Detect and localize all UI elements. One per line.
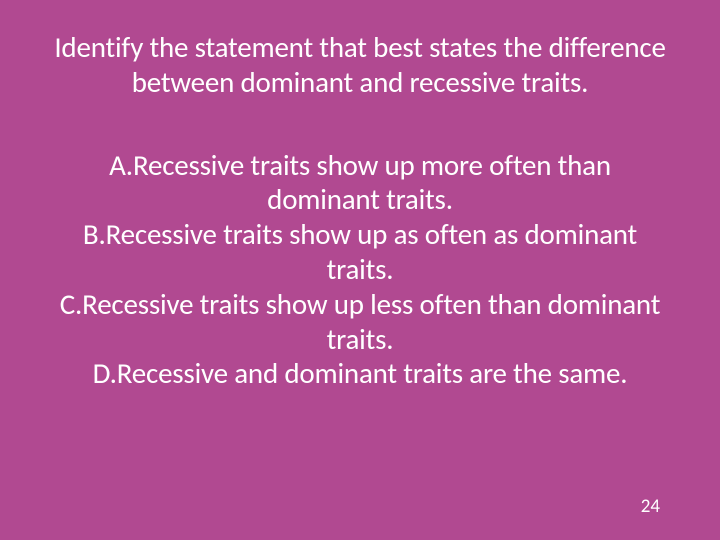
- option-c-label: C.: [60, 286, 82, 322]
- option-d-label: D.: [93, 355, 117, 391]
- option-d-text: Recessive and dominant traits are the sa…: [117, 355, 628, 391]
- option-a-label: A.: [109, 147, 133, 183]
- option-a-text: Recessive traits show up more often than…: [133, 147, 611, 218]
- option-c-text: Recessive traits show up less often than…: [82, 286, 660, 357]
- option-a: A.Recessive traits show up more often th…: [50, 148, 670, 218]
- option-c: C.Recessive traits show up less often th…: [50, 287, 670, 357]
- page-number: 24: [641, 495, 660, 518]
- option-b: B.Recessive traits show up as often as d…: [50, 217, 670, 287]
- option-b-label: B.: [83, 216, 106, 252]
- option-b-text: Recessive traits show up as often as dom…: [106, 216, 637, 287]
- option-d: D.Recessive and dominant traits are the …: [50, 356, 670, 391]
- question-text: Identify the statement that best states …: [50, 30, 670, 100]
- slide-container: Identify the statement that best states …: [0, 0, 720, 540]
- options-block: A.Recessive traits show up more often th…: [50, 148, 670, 392]
